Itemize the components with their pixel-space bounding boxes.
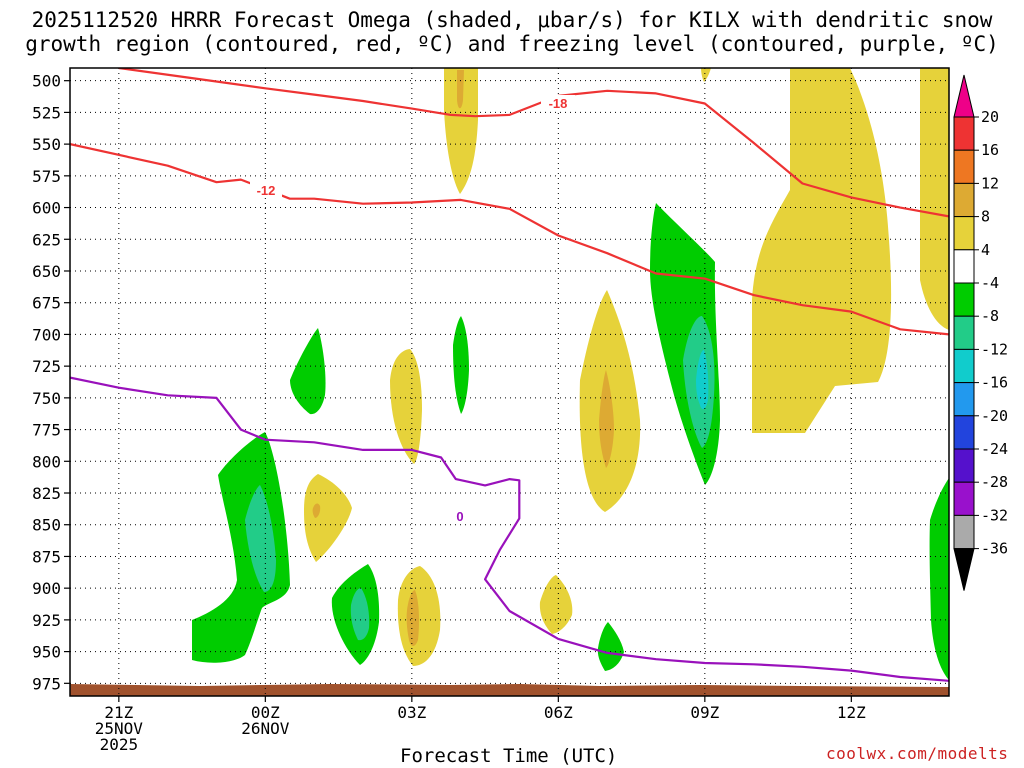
omega-region-neg — [290, 328, 326, 415]
colorbar-bin — [953, 315, 975, 350]
colorbar-bin — [953, 182, 975, 218]
colorbar: 20 16 12 8 4 -4 -8 -12 -16 -20 -24 -28 -32 -36 — [953, 74, 1008, 591]
y-tick-label: 775 — [32, 421, 61, 440]
y-tick-label: 900 — [32, 579, 61, 598]
colorbar-bin — [953, 116, 975, 151]
colorbar-label: 8 — [981, 208, 990, 226]
y-tick-label: 725 — [32, 357, 61, 376]
chart-title-line1: 2025112520 HRRR Forecast Omega (shaded, … — [31, 8, 993, 32]
contour-label-minus18: -18 — [549, 96, 568, 111]
colorbar-label: 12 — [981, 174, 999, 192]
colorbar-bin — [953, 282, 975, 317]
chart-title-line2: growth region (contoured, red, ºC) and f… — [25, 32, 999, 56]
omega-region-pos — [312, 503, 321, 518]
colorbar-label: -20 — [981, 407, 1008, 425]
surface-terrain — [70, 684, 949, 696]
x-tick-label: 25NOV — [95, 719, 144, 738]
y-tick-label: 975 — [32, 674, 61, 693]
x-tick-label: 26NOV — [241, 719, 290, 738]
y-tick-label: 525 — [32, 103, 61, 122]
y-tick-label: 650 — [32, 262, 61, 281]
credit-text: coolwx.com/modelts — [826, 744, 1009, 763]
y-tick-label: 750 — [32, 389, 61, 408]
y-tick-label: 950 — [32, 643, 61, 662]
colorbar-label: -24 — [981, 440, 1008, 458]
x-tick-label: 03Z — [397, 703, 426, 722]
colorbar-bin — [953, 216, 975, 251]
omega-region-neg — [350, 588, 370, 641]
colorbar-bin — [953, 382, 975, 417]
omega-region-neg — [929, 478, 949, 680]
x-tick-label: 06Z — [544, 703, 573, 722]
colorbar-label: -4 — [981, 274, 999, 292]
y-tick-label: 675 — [32, 294, 61, 313]
y-tick-label: 600 — [32, 199, 61, 218]
colorbar-bin — [953, 548, 975, 591]
colorbar-label: 4 — [981, 241, 990, 259]
omega-region-neg — [192, 432, 290, 663]
colorbar-bin — [953, 415, 975, 450]
omega-region-pos — [920, 68, 949, 330]
colorbar-bin — [953, 481, 975, 516]
omega-region-pos — [444, 68, 478, 194]
colorbar-bin — [953, 448, 975, 483]
colorbar-label: -12 — [981, 340, 1008, 358]
contour-line — [70, 143, 949, 336]
colorbar-bin — [953, 348, 975, 384]
omega-region-pos — [752, 68, 892, 433]
omega-region-pos — [390, 349, 422, 464]
omega-region-pos — [599, 370, 614, 468]
contour-label-zero: 0 — [456, 509, 463, 524]
omega-region-pos — [406, 590, 419, 646]
colorbar-bin — [953, 249, 975, 284]
colorbar-label: -8 — [981, 307, 999, 325]
y-tick-label: 625 — [32, 230, 61, 249]
omega-region-pos — [539, 575, 573, 634]
omega-region-neg — [245, 485, 276, 592]
colorbar-label: -28 — [981, 473, 1008, 491]
colorbar-label: -16 — [981, 374, 1008, 392]
colorbar-bin — [953, 74, 975, 118]
contour-line — [70, 376, 949, 682]
omega-region-pos — [701, 68, 711, 82]
plot-frame — [69, 67, 950, 697]
x-tick-label: 09Z — [690, 703, 719, 722]
y-tick-label: 575 — [32, 167, 61, 186]
y-tick-label: 850 — [32, 516, 61, 535]
colorbar-label: -36 — [981, 540, 1008, 558]
omega-region-neg — [597, 622, 624, 671]
x-tick-label: 2025 — [100, 735, 139, 754]
y-tick-label: 875 — [32, 547, 61, 566]
colorbar-label: 16 — [981, 141, 999, 159]
y-tick-label: 825 — [32, 484, 61, 503]
y-tick-label: 925 — [32, 611, 61, 630]
omega-region-pos — [457, 70, 464, 109]
colorbar-label: -32 — [981, 506, 1008, 524]
x-tick-label: 00Z — [251, 703, 280, 722]
contour-line — [118, 68, 949, 218]
omega-region-pos — [304, 474, 352, 562]
colorbar-bin — [953, 514, 975, 550]
y-tick-label: 800 — [32, 452, 61, 471]
colorbar-label: 20 — [981, 108, 999, 126]
x-tick-label: 21Z — [104, 703, 133, 722]
omega-region-neg — [453, 316, 469, 414]
x-axis-label: Forecast Time (UTC) — [400, 745, 618, 767]
x-tick-label: 12Z — [837, 703, 866, 722]
omega-region-neg — [696, 350, 709, 410]
y-tick-label: 550 — [32, 135, 61, 154]
colorbar-bin — [953, 149, 975, 184]
y-tick-label: 700 — [32, 325, 61, 344]
y-tick-label: 500 — [32, 72, 61, 91]
omega-region-pos — [397, 566, 441, 666]
contour-label-minus12: -12 — [257, 183, 276, 198]
